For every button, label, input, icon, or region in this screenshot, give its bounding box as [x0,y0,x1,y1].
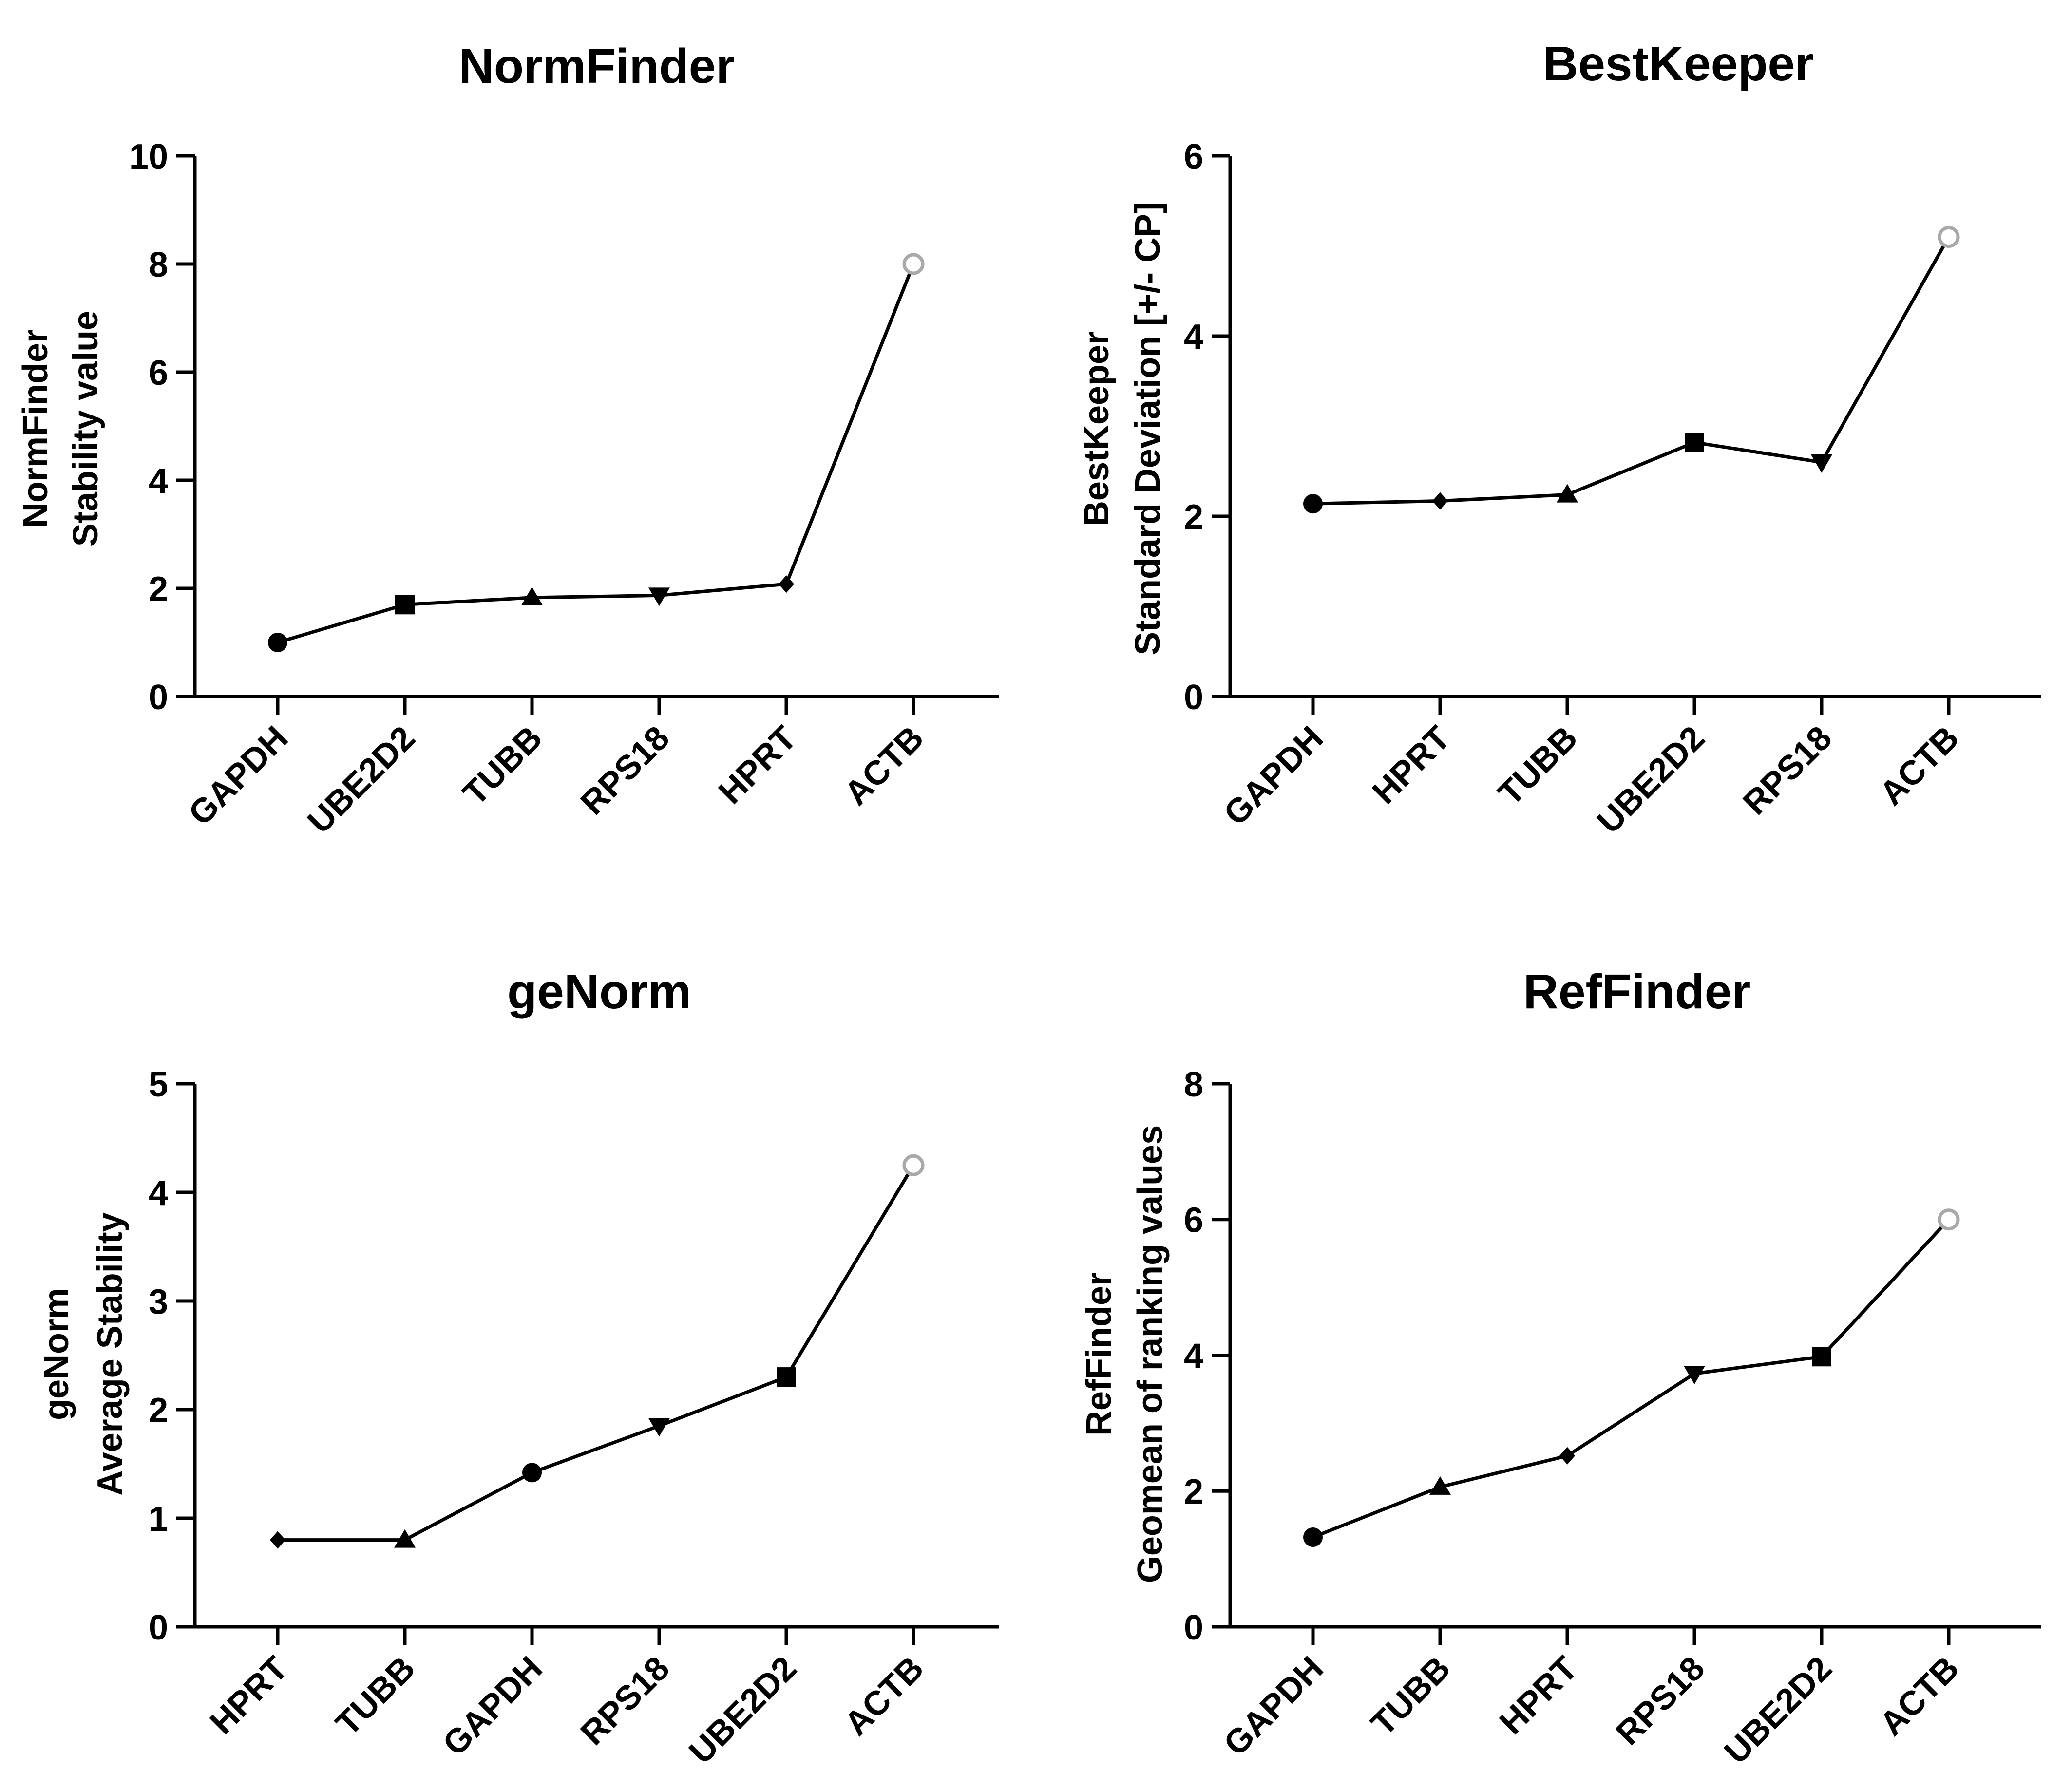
bestkeeper-point-actb [1938,226,1960,248]
reffinder-point-ube2d2 [1812,1347,1831,1367]
bestkeeper-panel: BestKeeper BestKeeper Standard Deviation [… [1077,37,2041,841]
normfinder-category-label: GAPDH [181,718,295,832]
reffinder-point-tubb [1429,1476,1451,1495]
genorm-y-tick-label: 1 [149,1500,168,1539]
reffinder-category-label: TUBB [1364,1649,1458,1743]
genorm-panel: geNorm geNorm Average Stability 0 1 2 3 4 5 HPRT T… [37,964,999,1771]
bestkeeper-ylabel-line: Standard Deviation [+/- CP] [1128,202,1167,655]
normfinder-y-tick-label: 0 [149,678,168,717]
genorm-y-tick-label: 5 [149,1065,168,1104]
normfinder-y-tick-label: 10 [129,137,168,176]
normfinder-ylabel-line: Stability value [66,311,105,546]
reffinder-category-label: HPRT [1492,1649,1585,1741]
genorm-point-gapdh [522,1463,542,1483]
genorm-title: geNorm [507,964,691,1019]
reffinder-y-tick-label: 8 [1184,1065,1203,1104]
genorm-ylabel-line: Average Stability [91,1212,130,1496]
bestkeeper-point-ube2d2 [1685,433,1704,452]
bestkeeper-y-tick-label: 6 [1184,137,1203,176]
bestkeeper-point-hprt [1432,492,1448,510]
normfinder-y-tick-label: 2 [149,570,168,609]
reffinder-ylabel-line: Geomean of ranking values [1131,1125,1170,1583]
normfinder-category-label: TUBB [456,718,550,812]
reffinder-ylabel-line: RefFinder [1080,1272,1119,1436]
normfinder-y-tick-label: 6 [149,354,168,393]
normfinder-ylabel-line: NormFinder [16,329,55,528]
bestkeeper-category-label: RPS18 [1736,718,1839,822]
reffinder-series-line [1312,1218,1950,1539]
bestkeeper-point-gapdh [1303,494,1323,514]
normfinder-panel: NormFinder NormFinder Stability value 0 2 4 6 8… [16,39,999,841]
genorm-point-ube2d2 [777,1367,796,1387]
genorm-point-tubb [394,1529,416,1548]
genorm-category-label: RPS18 [573,1649,677,1752]
reffinder-category-label: GAPDH [1217,1649,1331,1763]
bestkeeper-category-label: HPRT [1365,718,1458,811]
genorm-ylabel-line: geNorm [37,1288,76,1420]
normfinder-point-actb [902,253,925,275]
reffinder-point-gapdh [1303,1527,1323,1547]
reffinder-point-actb [1938,1208,1960,1231]
normfinder-category-label: HPRT [711,718,804,811]
genorm-y-tick-label: 2 [149,1391,168,1430]
normfinder-point-rps18 [648,587,670,606]
reffinder-point-hprt [1559,1447,1575,1465]
reffinder-y-tick-label: 0 [1184,1608,1203,1647]
normfinder-y-tick-label: 8 [149,245,168,284]
bestkeeper-category-label: GAPDH [1217,718,1331,832]
bestkeeper-series-line [1312,236,1951,506]
normfinder-point-tubb [521,586,543,605]
genorm-point-actb [902,1154,925,1176]
bestkeeper-ylabel-line: BestKeeper [1077,331,1116,526]
genorm-category-label: ACTB [837,1649,931,1743]
genorm-y-tick-label: 4 [149,1174,168,1213]
reffinder-title: RefFinder [1523,964,1751,1019]
normfinder-y-tick-label: 4 [149,462,168,501]
reffinder-category-label: UBE2D2 [1717,1649,1839,1771]
reffinder-point-rps18 [1684,1366,1705,1385]
genorm-y-tick-label: 3 [149,1282,168,1321]
genorm-category-label: TUBB [328,1649,422,1743]
bestkeeper-point-rps18 [1811,454,1832,473]
normfinder-category-label: UBE2D2 [300,718,422,840]
bestkeeper-point-tubb [1557,484,1578,503]
reffinder-y-tick-label: 6 [1184,1201,1203,1240]
normfinder-category-label: ACTB [837,718,931,812]
genorm-point-hprt [270,1531,285,1549]
genorm-point-rps18 [648,1418,670,1437]
normfinder-point-gapdh [268,633,287,652]
normfinder-title: NormFinder [459,39,735,94]
bestkeeper-title: BestKeeper [1543,37,1814,91]
reffinder-category-label: ACTB [1872,1649,1966,1743]
reffinder-panel: RefFinder RefFinder Geomean of ranking val… [1080,964,2041,1771]
bestkeeper-category-label: UBE2D2 [1590,718,1711,840]
bestkeeper-y-tick-label: 0 [1184,678,1203,717]
genorm-series-line [278,1164,915,1542]
genorm-category-label: UBE2D2 [682,1649,803,1771]
normfinder-point-hprt [779,575,794,593]
normfinder-point-ube2d2 [395,595,415,615]
genorm-category-label: GAPDH [436,1649,550,1763]
bestkeeper-y-tick-label: 2 [1184,498,1203,537]
normfinder-series-line [277,263,915,644]
reffinder-category-label: RPS18 [1609,1649,1712,1752]
reffinder-y-tick-label: 2 [1184,1472,1203,1511]
genorm-category-label: HPRT [203,1649,295,1741]
bestkeeper-category-label: TUBB [1491,718,1585,812]
bestkeeper-y-tick-label: 4 [1184,318,1203,357]
bestkeeper-category-label: ACTB [1872,718,1966,812]
genorm-y-tick-label: 0 [149,1608,168,1647]
reffinder-y-tick-label: 4 [1184,1337,1203,1375]
normfinder-category-label: RPS18 [573,718,677,822]
